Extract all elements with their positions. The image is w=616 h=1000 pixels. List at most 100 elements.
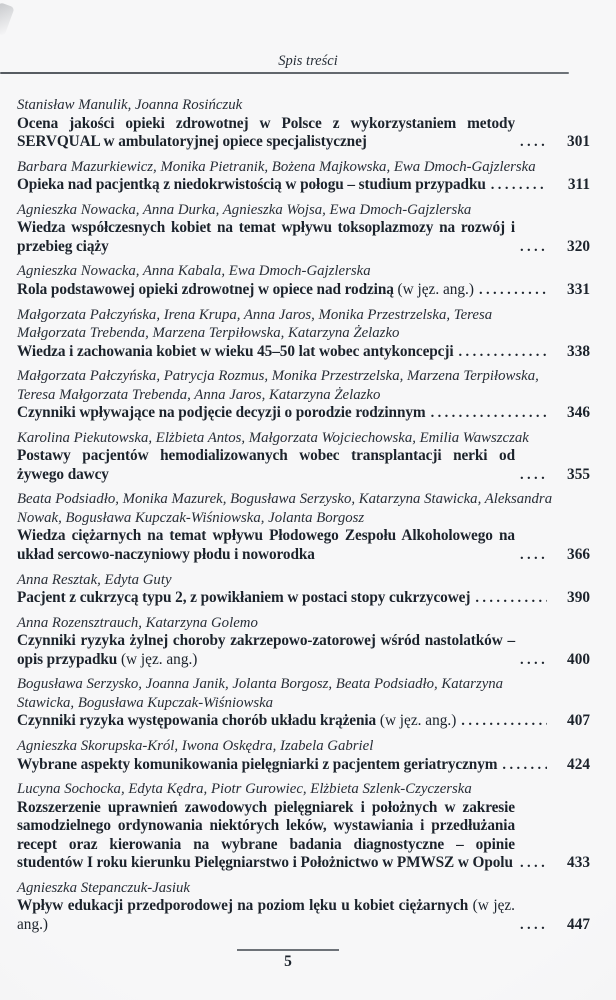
dot-leader	[520, 651, 547, 670]
toc-entry-authors: Beata Podsiadło, Monika Mazurek, Bogusła…	[17, 491, 553, 526]
toc-entry: Agnieszka Skorupska-Król, Iwona Oskędra,…	[17, 737, 590, 774]
dot-leader	[502, 756, 547, 775]
toc-entry-authors: Lucyna Sochocka, Edyta Kędra, Piotr Guro…	[17, 781, 472, 798]
toc-list: Stanisław Manulik, Joanna Rosińczuk Ocen…	[17, 96, 590, 935]
toc-entry-page-number: 355	[567, 465, 590, 483]
running-head: Spis treści	[0, 0, 616, 74]
toc-entry-title-text: Czynniki ryzyka występowania chorób ukła…	[17, 712, 377, 730]
toc-entry-title-text: Wiedza i zachowania kobiet w wieku 45–50…	[17, 342, 454, 360]
toc-entry-title-text: Wiedza współczesnych kobiet na temat wpł…	[17, 219, 515, 255]
toc-entry-title-text: Czynniki wpływające na podjęcie decyzji …	[17, 404, 426, 422]
dot-leader	[520, 546, 547, 565]
toc-entry-title: Wiedza współczesnych kobiet na temat wpł…	[17, 219, 515, 256]
toc-entry: Karolina Piekutowska, Elżbieta Antos, Ma…	[17, 429, 590, 485]
toc-entry-title-text: Wybrane aspekty komunikowania pielęgniar…	[17, 755, 498, 773]
toc-entry-authors: Stanisław Manulik, Joanna Rosińczuk	[17, 97, 243, 113]
toc-entry-page-number: 346	[567, 404, 590, 422]
dot-leader	[520, 854, 547, 873]
toc-entry: Anna Resztak, Edyta Guty Pacjent z cukrz…	[17, 571, 590, 608]
toc-entry-authors: Agnieszka Nowacka, Anna Kabala, Ewa Dmoc…	[17, 263, 371, 280]
toc-entry-title-row: Czynniki wpływające na podjęcie decyzji …	[17, 404, 590, 423]
toc-entry-title: Czynniki ryzyka występowania chorób ukła…	[17, 712, 456, 731]
toc-entry-page-number: 366	[567, 546, 590, 564]
toc-entry-language-note: (w jęz. ang.)	[17, 897, 515, 934]
dot-leader	[431, 404, 547, 423]
toc-entry: Bogusława Serzysko, Joanna Janik, Jolant…	[17, 675, 590, 731]
toc-entry-authors: Bogusława Serzysko, Joanna Janik, Jolant…	[17, 676, 504, 711]
toc-entry-title-text: Wiedza ciężarnych na temat wpływu Płodow…	[17, 527, 515, 564]
toc-entry: Małgorzata Pałczyńska, Irena Krupa, Anna…	[17, 306, 590, 362]
toc-entry: Barbara Mazurkiewicz, Monika Pietranik, …	[17, 158, 590, 195]
page-number: 5	[284, 952, 292, 970]
toc-entry-page-number: 320	[567, 237, 590, 255]
toc-entry-title: Czynniki wpływające na podjęcie decyzji …	[17, 404, 426, 423]
page-footer: 5	[237, 949, 339, 971]
footer-rule	[237, 949, 339, 951]
toc-entry-title-text: Opieka nad pacjentką z niedokrwistością …	[17, 176, 486, 194]
toc-entry-title-row: Wiedza ciężarnych na temat wpływu Płodow…	[17, 527, 590, 564]
dot-leader	[459, 343, 547, 362]
toc-entry-authors: Anna Resztak, Edyta Guty	[17, 571, 172, 588]
toc-entry-title: Postawy pacjentów hemodializowanych wobe…	[17, 447, 515, 484]
dot-leader	[520, 133, 547, 152]
toc-entry-title-text: Postawy pacjentów hemodializowanych wobe…	[17, 447, 515, 483]
toc-entry-page-number: 338	[567, 342, 590, 360]
toc-entry-title-row: Czynniki ryzyka żylnej choroby zakrzepow…	[17, 632, 590, 669]
toc-entry-authors: Agnieszka Nowacka, Anna Durka, Agnieszka…	[17, 201, 472, 218]
toc-entry-title-text: Czynniki ryzyka żylnej choroby zakrzepow…	[17, 632, 515, 668]
toc-entry-title: Rola podstawowej opieki zdrowotnej w opi…	[17, 281, 474, 300]
toc-entry-title-row: Wiedza i zachowania kobiet w wieku 45–50…	[17, 343, 590, 362]
toc-entry-title-row: Pacjent z cukrzycą typu 2, z powikłaniem…	[17, 589, 590, 608]
toc-entry: Beata Podsiadło, Monika Mazurek, Bogusła…	[17, 490, 590, 564]
toc-entry-title: Rozszerzenie uprawnień zawodowych pielęg…	[17, 799, 515, 873]
toc-entry-page-number: 407	[567, 712, 590, 730]
toc-entry-authors: Agnieszka Stepanczuk-Jasiuk	[17, 879, 190, 896]
toc-entry-title-row: Wpływ edukacji przedporodowej na poziom …	[17, 897, 590, 934]
toc-entry-page-number: 433	[567, 854, 590, 872]
toc-entry-title-row: Opieka nad pacjentką z niedokrwistością …	[17, 176, 590, 195]
toc-entry-page-number: 390	[567, 589, 590, 607]
header-rule	[0, 72, 569, 74]
toc-entry-title: Opieka nad pacjentką z niedokrwistością …	[17, 176, 486, 195]
toc-entry-title: Wiedza ciężarnych na temat wpływu Płodow…	[17, 527, 515, 564]
toc-entry: Agnieszka Stepanczuk-Jasiuk Wpływ edukac…	[17, 879, 590, 935]
dot-leader	[520, 466, 547, 485]
page-header-title: Spis treści	[278, 53, 338, 69]
toc-entry-title: Wpływ edukacji przedporodowej na poziom …	[17, 897, 515, 934]
toc-entry-title-row: Postawy pacjentów hemodializowanych wobe…	[17, 447, 590, 484]
toc-entry-title-text: Pacjent z cukrzycą typu 2, z powikłaniem…	[17, 589, 471, 607]
toc-entry-title-row: Rola podstawowej opieki zdrowotnej w opi…	[17, 281, 590, 300]
toc-entry-page-number: 447	[567, 916, 590, 934]
toc-entry-title: Czynniki ryzyka żylnej choroby zakrzepow…	[17, 632, 515, 669]
toc-entry-title-text: Rola podstawowej opieki zdrowotnej w opi…	[17, 280, 394, 298]
toc-entry-title: Ocena jakości opieki zdrowotnej w Polsce…	[17, 115, 515, 152]
toc-entry-title-text: Ocena jakości opieki zdrowotnej w Polsce…	[17, 114, 515, 151]
toc-entry-title-row: Rozszerzenie uprawnień zawodowych pielęg…	[17, 799, 590, 873]
dot-leader	[520, 238, 547, 257]
toc-entry-page-number: 400	[567, 650, 590, 668]
toc-entry-title-row: Ocena jakości opieki zdrowotnej w Polsce…	[17, 115, 590, 152]
toc-entry-title-row: Wybrane aspekty komunikowania pielęgniar…	[17, 756, 590, 775]
toc-entry: Agnieszka Nowacka, Anna Kabala, Ewa Dmoc…	[17, 262, 590, 299]
toc-entry-authors: Barbara Mazurkiewicz, Monika Pietranik, …	[17, 158, 536, 175]
toc-entry-title-text: Rozszerzenie uprawnień zawodowych pielęg…	[17, 798, 515, 872]
toc-entry-page-number: 301	[567, 133, 590, 151]
toc-entry: Lucyna Sochocka, Edyta Kędra, Piotr Guro…	[17, 780, 590, 873]
dot-leader	[475, 589, 547, 608]
toc-entry-authors: Karolina Piekutowska, Elżbieta Antos, Ma…	[17, 429, 529, 446]
toc-entry-authors: Agnieszka Skorupska-Król, Iwona Oskędra,…	[17, 738, 374, 754]
toc-entry: Stanisław Manulik, Joanna Rosińczuk Ocen…	[17, 96, 590, 152]
dot-leader	[520, 916, 547, 935]
toc-entry-title-row: Wiedza współczesnych kobiet na temat wpł…	[17, 219, 590, 256]
toc-entry: Agnieszka Nowacka, Anna Durka, Agnieszka…	[17, 201, 590, 257]
dot-leader	[479, 281, 547, 300]
toc-entry-title-text: Wpływ edukacji przedporodowej na poziom …	[17, 897, 469, 915]
toc-entry: Małgorzata Pałczyńska, Patrycja Rozmus, …	[17, 367, 590, 423]
toc-entry-page-number: 331	[567, 280, 590, 298]
toc-entry-title: Wiedza i zachowania kobiet w wieku 45–50…	[17, 343, 454, 362]
dot-leader	[461, 712, 547, 731]
toc-entry-language-note: (w jęz. ang.)	[379, 712, 457, 730]
toc-entry-title: Pacjent z cukrzycą typu 2, z powikłaniem…	[17, 589, 470, 608]
toc-entry-title-row: Czynniki ryzyka występowania chorób ukła…	[17, 712, 590, 731]
toc-entry-authors: Małgorzata Pałczyńska, Patrycja Rozmus, …	[17, 368, 539, 403]
